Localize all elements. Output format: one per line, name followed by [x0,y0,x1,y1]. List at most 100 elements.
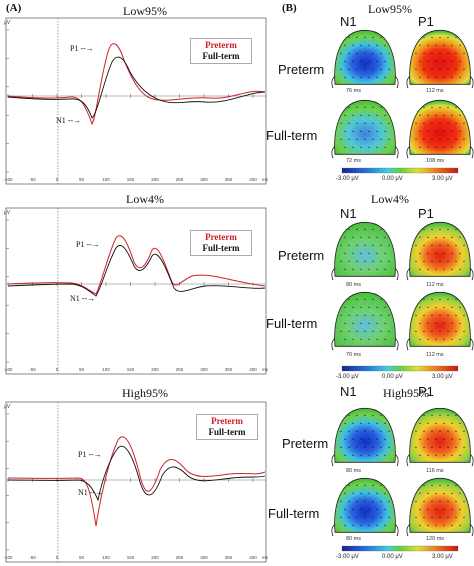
electrode [352,322,354,324]
electrode [431,122,433,124]
ear-right [394,75,399,89]
electrode [380,228,382,230]
electrode [340,260,342,262]
electrode [340,430,342,432]
n1-label-2: N1 --→ [70,294,96,303]
electrode [443,454,445,456]
topo-head [331,407,399,467]
electrode [344,114,346,116]
electrode [439,260,441,262]
electrode [447,122,449,124]
electrode [423,68,425,70]
electrode [360,524,362,526]
x-tick-label: 250 [176,367,184,372]
electrode [340,52,342,54]
electrode [451,146,453,148]
legend-preterm: Preterm [205,40,237,50]
electrode [372,330,374,332]
electrode [447,260,449,262]
topo-head [331,221,399,281]
electrode [463,330,465,332]
electrode [435,508,437,510]
topo-head [331,29,399,89]
electrode [344,236,346,238]
electrode [435,306,437,308]
x-tick-label: 300 [200,177,208,182]
electrode [380,260,382,262]
electrode [384,268,386,270]
x-tick-label: 100 [102,177,110,182]
electrode [447,298,449,300]
electrode [431,484,433,486]
electrode [423,484,425,486]
electrode [447,330,449,332]
electrode [384,306,386,308]
electrode [380,500,382,502]
ear-left [331,453,336,467]
electrode [459,524,461,526]
electrode [427,322,429,324]
electrode [372,138,374,140]
electrode [427,492,429,494]
ms-ft-p1-1: 108 ms [426,158,445,164]
electrode [415,330,417,332]
electrode [364,414,366,416]
head-outline [334,407,396,463]
topo-head [406,291,474,351]
electrode [372,516,374,518]
topo-fill [409,408,471,463]
electrode [344,44,346,46]
electrode [451,338,453,340]
electrode [356,446,358,448]
electrode [443,322,445,324]
electrode [364,314,366,316]
electrode [352,508,354,510]
electrode [415,260,417,262]
electrode [384,130,386,132]
x-tick-label: 300 [200,555,208,560]
x-tick-label: -100 [3,555,13,560]
topo-head [331,99,399,159]
electrode [340,516,342,518]
series-preterm-line [7,436,266,527]
x-tick-label: 400 [249,555,257,560]
ear-left [406,453,411,467]
x-tick-label: 200 [151,177,159,182]
cbar-mid-2: 0.00 µV [382,374,403,380]
electrode [459,422,461,424]
electrode [340,138,342,140]
electrode [431,260,433,262]
electrode [356,314,358,316]
electrode [356,122,358,124]
electrode [423,260,425,262]
electrode [455,36,457,38]
electrode [451,252,453,254]
electrode [356,36,358,38]
electrode [348,446,350,448]
electrode [344,438,346,440]
electrode [459,438,461,440]
electrode [423,244,425,246]
p1-label-2: P1 --→ [76,240,100,249]
electrode [427,114,429,116]
x-tick-label: 200 [151,367,159,372]
electrode [459,306,461,308]
topo-fill [409,30,471,85]
electrode [423,314,425,316]
electrode [368,438,370,440]
electrode [360,438,362,440]
electrode [423,516,425,518]
x-tick-label: 150 [127,177,135,182]
electrode [376,508,378,510]
x-tick-label: 300 [200,367,208,372]
electrode [455,68,457,70]
p1-label-1: P1 --→ [70,44,94,53]
electrode [384,236,386,238]
electrode [439,244,441,246]
electrode [419,306,421,308]
electrode [352,236,354,238]
electrode [463,446,465,448]
electrode [368,76,370,78]
electrode [356,106,358,108]
electrode [356,68,358,70]
